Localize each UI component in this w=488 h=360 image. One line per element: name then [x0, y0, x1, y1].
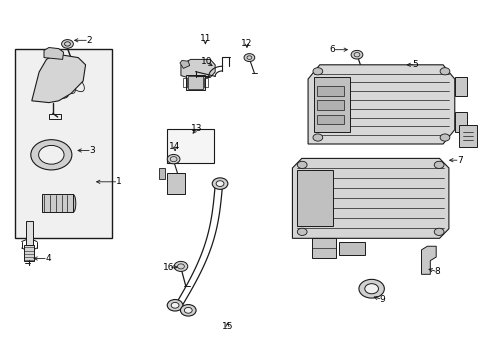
- Bar: [458, 125, 476, 147]
- Text: 12: 12: [241, 39, 252, 48]
- Polygon shape: [307, 65, 454, 144]
- Polygon shape: [313, 77, 349, 132]
- Bar: [24, 245, 34, 261]
- Text: 2: 2: [86, 36, 92, 45]
- Circle shape: [358, 279, 384, 298]
- Circle shape: [167, 300, 183, 311]
- Circle shape: [174, 261, 187, 271]
- Polygon shape: [41, 194, 73, 212]
- Circle shape: [171, 302, 179, 308]
- Circle shape: [167, 154, 180, 164]
- Polygon shape: [292, 158, 448, 238]
- Circle shape: [212, 178, 227, 189]
- Circle shape: [297, 161, 306, 168]
- Bar: [15, 49, 112, 238]
- Polygon shape: [181, 59, 215, 78]
- Circle shape: [180, 305, 196, 316]
- Circle shape: [433, 228, 443, 235]
- Circle shape: [433, 161, 443, 168]
- Ellipse shape: [71, 195, 76, 212]
- Circle shape: [364, 284, 378, 294]
- Text: 11: 11: [199, 34, 211, 43]
- Polygon shape: [44, 48, 63, 59]
- Ellipse shape: [44, 89, 68, 99]
- Polygon shape: [159, 168, 165, 179]
- Circle shape: [244, 54, 254, 62]
- Circle shape: [439, 134, 449, 141]
- Text: 15: 15: [221, 323, 233, 331]
- Polygon shape: [180, 60, 189, 68]
- Polygon shape: [311, 238, 336, 258]
- Polygon shape: [454, 77, 466, 96]
- Circle shape: [216, 181, 224, 186]
- Text: 6: 6: [329, 45, 335, 54]
- Polygon shape: [185, 75, 205, 90]
- Text: 13: 13: [190, 124, 202, 133]
- Bar: [316, 100, 343, 110]
- Circle shape: [31, 140, 72, 170]
- Polygon shape: [167, 173, 184, 194]
- Bar: [26, 221, 33, 245]
- Text: 1: 1: [115, 177, 121, 186]
- Text: 5: 5: [412, 60, 418, 69]
- Circle shape: [312, 134, 322, 141]
- Text: 8: 8: [434, 267, 440, 276]
- Text: 7: 7: [456, 156, 462, 165]
- Polygon shape: [454, 112, 466, 132]
- Polygon shape: [32, 54, 85, 103]
- Text: 16: 16: [163, 263, 174, 271]
- Polygon shape: [297, 170, 332, 226]
- Text: 10: 10: [200, 57, 212, 66]
- Bar: [167, 129, 213, 163]
- Circle shape: [350, 50, 362, 59]
- Bar: [316, 86, 343, 96]
- Polygon shape: [338, 242, 364, 255]
- Circle shape: [61, 40, 73, 48]
- Text: 3: 3: [89, 146, 95, 155]
- Circle shape: [297, 228, 306, 235]
- Circle shape: [184, 307, 192, 313]
- Circle shape: [39, 145, 64, 164]
- Bar: [316, 115, 343, 124]
- Circle shape: [439, 68, 449, 75]
- Circle shape: [312, 68, 322, 75]
- Circle shape: [64, 42, 70, 46]
- Text: 14: 14: [169, 143, 181, 152]
- Text: 4: 4: [45, 254, 51, 263]
- Text: 9: 9: [379, 295, 385, 304]
- Polygon shape: [421, 246, 435, 274]
